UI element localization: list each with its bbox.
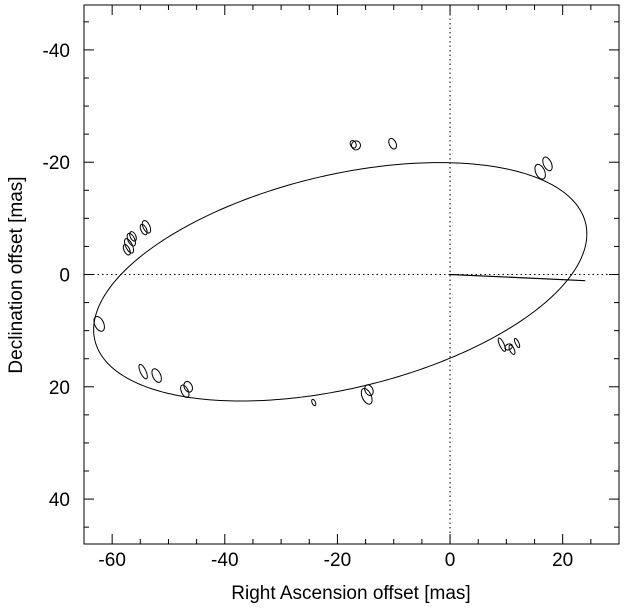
x-tick-label: -40 xyxy=(211,550,238,571)
x-tick-label: -60 xyxy=(98,550,125,571)
data-point xyxy=(180,384,190,399)
periastron-line xyxy=(450,273,586,282)
y-tick-labels: -40 -20 0 20 40 xyxy=(43,41,70,511)
axis-ticks xyxy=(84,5,619,544)
data-point xyxy=(542,156,553,172)
data-point xyxy=(388,137,397,150)
data-point xyxy=(129,231,137,242)
data-point xyxy=(508,344,516,355)
data-point xyxy=(126,232,136,247)
data-point xyxy=(139,223,148,236)
data-point xyxy=(93,316,105,332)
data-point xyxy=(364,384,374,397)
x-tick-label: -20 xyxy=(324,550,351,571)
measurement-points xyxy=(93,137,553,407)
data-point xyxy=(141,220,152,234)
reference-lines xyxy=(84,5,619,544)
y-axis-label: Declination offset [mas] xyxy=(6,176,27,373)
data-point xyxy=(349,139,357,149)
data-point xyxy=(122,244,131,256)
data-point xyxy=(138,363,148,380)
y-tick-label: 0 xyxy=(59,266,70,287)
data-point xyxy=(124,238,135,254)
x-tick-label: 20 xyxy=(552,550,573,571)
y-tick-label: 20 xyxy=(49,378,70,399)
y-tick-label: 40 xyxy=(49,490,70,511)
data-point xyxy=(513,337,521,349)
data-point xyxy=(360,387,373,405)
data-point xyxy=(151,368,162,383)
y-tick-label: -20 xyxy=(43,153,70,174)
data-point xyxy=(497,337,507,352)
y-tick-label: -40 xyxy=(43,41,70,62)
x-tick-label: 0 xyxy=(445,550,456,571)
data-point xyxy=(183,380,193,393)
data-point xyxy=(311,398,317,407)
orbit-ellipse xyxy=(93,162,588,402)
orbit-layer xyxy=(93,162,588,402)
data-point xyxy=(534,163,546,180)
x-axis-label: Right Ascension offset [mas] xyxy=(231,583,470,604)
x-tick-labels: -60 -40 -20 0 20 xyxy=(98,550,573,571)
